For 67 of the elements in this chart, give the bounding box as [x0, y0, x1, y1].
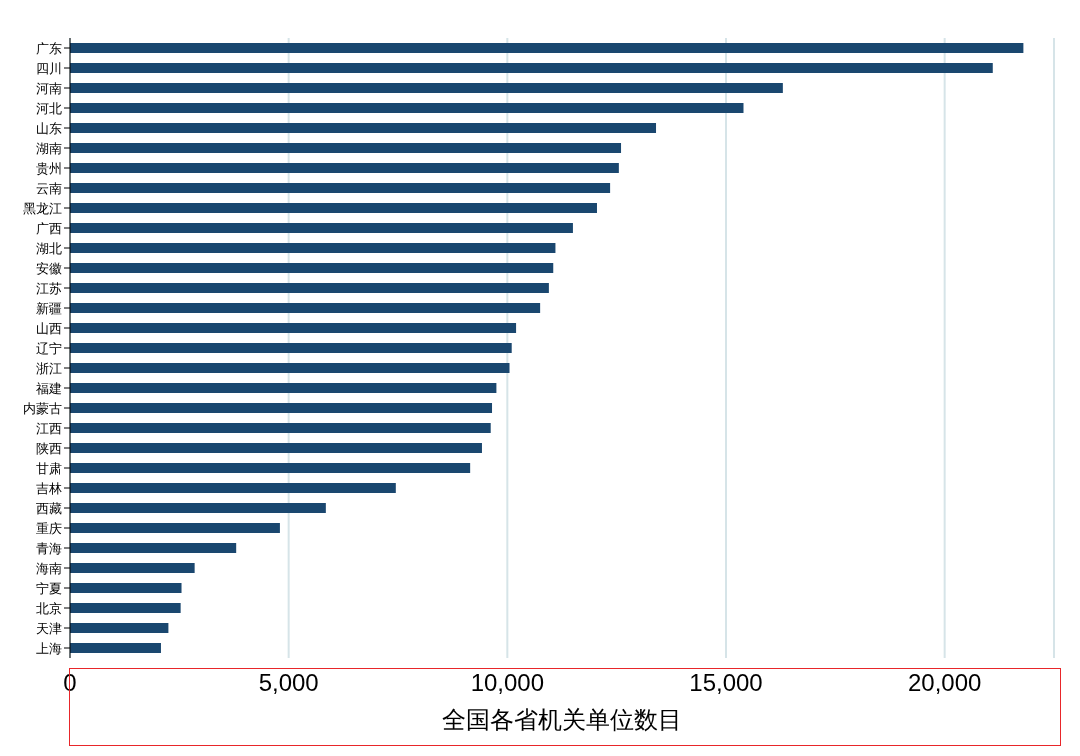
- y-tick-label: 湖北: [36, 240, 62, 256]
- y-tick-label: 海南: [36, 560, 62, 576]
- bar: [70, 63, 993, 73]
- y-tick-label: 四川: [36, 60, 62, 76]
- y-tick-label: 广东: [36, 40, 62, 56]
- y-tick-label: 重庆: [36, 520, 62, 536]
- y-tick-label: 辽宁: [36, 340, 62, 356]
- bar: [70, 503, 326, 513]
- bar: [70, 463, 471, 473]
- bar: [70, 43, 1024, 53]
- bar: [70, 403, 493, 413]
- bar: [70, 243, 556, 253]
- bar: [70, 623, 169, 633]
- bar: [70, 563, 195, 573]
- bar: [70, 283, 549, 293]
- x-tick-label: 20,000: [907, 669, 982, 697]
- bar: [70, 183, 611, 193]
- y-tick-label: 甘肃: [36, 460, 62, 476]
- bar: [70, 423, 491, 433]
- y-tick-label: 江苏: [36, 280, 62, 296]
- y-tick-label: 山西: [36, 320, 62, 336]
- y-tick-label: 青海: [36, 540, 62, 556]
- y-tick-label: 陕西: [36, 440, 62, 456]
- x-tick-label: 15,000: [689, 669, 763, 697]
- bar: [70, 483, 396, 493]
- x-axis-title: 全国各省机关单位数目: [442, 706, 682, 734]
- y-tick-label: 湖南: [36, 140, 62, 156]
- bar: [70, 543, 237, 553]
- bar: [70, 303, 541, 313]
- bar: [70, 603, 181, 613]
- y-tick-label: 天津: [36, 620, 62, 636]
- y-tick-label: 安徽: [36, 260, 62, 276]
- y-tick-label: 广西: [36, 220, 62, 236]
- y-tick-label: 河北: [36, 100, 62, 116]
- y-tick-label: 宁夏: [36, 580, 62, 596]
- bar: [70, 83, 783, 93]
- bar: [70, 583, 182, 593]
- bar: [70, 523, 280, 533]
- bar: [70, 123, 657, 133]
- y-tick-label: 黑龙江: [23, 200, 62, 216]
- bar: [70, 203, 597, 213]
- bar: [70, 163, 619, 173]
- bar: [70, 383, 497, 393]
- bar: [70, 263, 554, 273]
- y-tick-label: 山东: [36, 120, 62, 136]
- bar: [70, 223, 573, 233]
- x-tick-label: 10,000: [470, 669, 545, 697]
- bar: [70, 323, 517, 333]
- y-tick-label: 福建: [36, 380, 62, 396]
- y-tick-label: 浙江: [36, 360, 62, 376]
- bar: [70, 443, 482, 453]
- y-tick-label: 云南: [36, 180, 62, 196]
- bar: [70, 643, 161, 653]
- x-tick-label: 5,000: [258, 669, 319, 697]
- y-tick-label: 上海: [36, 640, 62, 656]
- y-tick-label: 河南: [36, 80, 62, 96]
- y-tick-label: 内蒙古: [23, 400, 62, 416]
- y-tick-label: 江西: [36, 420, 62, 436]
- bar: [70, 343, 512, 353]
- y-tick-label: 吉林: [36, 480, 62, 496]
- y-tick-label: 北京: [36, 600, 62, 616]
- bar: [70, 143, 622, 153]
- bar: [70, 103, 744, 113]
- y-tick-label: 新疆: [36, 300, 62, 316]
- bar: [70, 363, 510, 373]
- y-tick-label: 西藏: [36, 500, 62, 516]
- y-tick-label: 贵州: [36, 160, 62, 176]
